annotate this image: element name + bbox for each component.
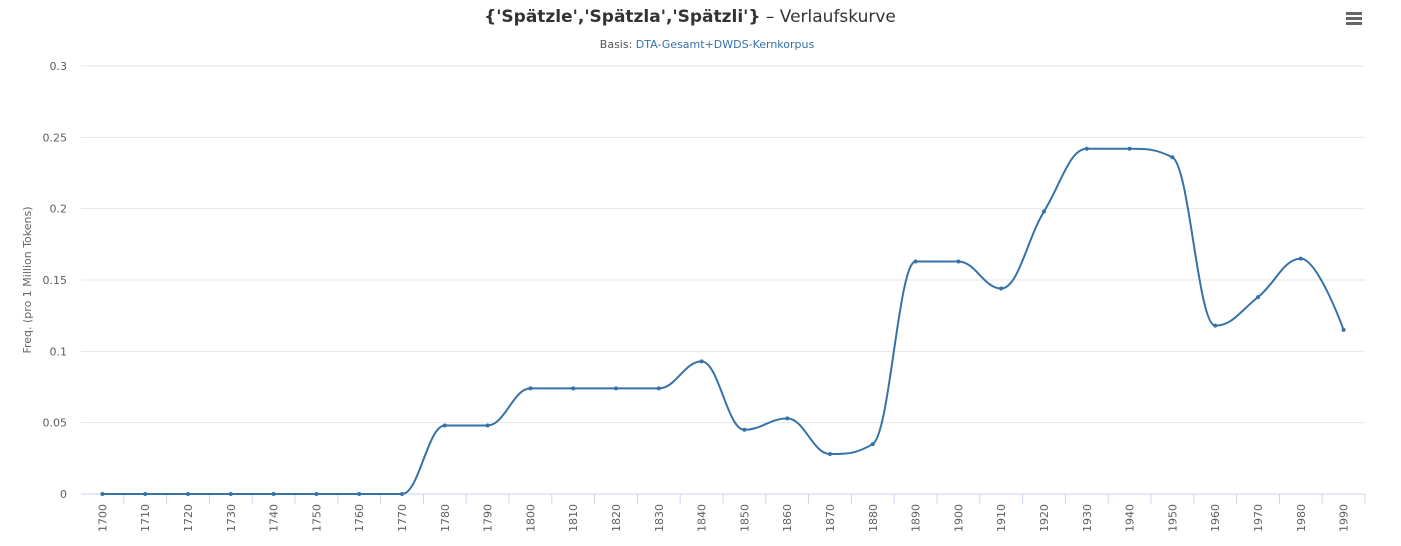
- chart-subtitle: Basis: DTA-Gesamt+DWDS-Kernkorpus: [600, 38, 815, 51]
- data-point[interactable]: [186, 492, 190, 496]
- x-tick-label: 1760: [353, 504, 366, 532]
- x-tick-label: 1980: [1295, 504, 1308, 532]
- data-point[interactable]: [314, 492, 319, 496]
- data-point[interactable]: [1256, 295, 1260, 300]
- data-point[interactable]: [571, 386, 576, 391]
- data-point[interactable]: [742, 427, 747, 432]
- data-point[interactable]: [785, 416, 790, 421]
- x-tick-label: 1940: [1124, 504, 1137, 532]
- y-tick-label: 0: [60, 488, 67, 501]
- data-point[interactable]: [100, 492, 105, 496]
- y-grid: 0 0.05 0.1 0.15 0.2 0.25 0.3: [43, 60, 1365, 501]
- y-tick-label: 0.15: [43, 274, 68, 287]
- x-tick-label: 1920: [1038, 504, 1051, 532]
- x-tick-label: 1710: [139, 504, 152, 532]
- data-point[interactable]: [1170, 155, 1175, 160]
- x-tick-label: 1830: [653, 504, 666, 532]
- x-tick-label: 1990: [1338, 504, 1351, 532]
- data-point[interactable]: [956, 259, 961, 264]
- data-point[interactable]: [1213, 323, 1218, 328]
- y-tick-label: 0.3: [50, 60, 68, 73]
- chart-title-terms: {'Spätzle','Spätzla','Spätzli'}: [484, 7, 760, 27]
- x-tick-label: 1720: [182, 504, 195, 532]
- data-point[interactable]: [228, 492, 233, 496]
- x-tick-label: 1770: [396, 504, 409, 532]
- hamburger-menu-icon[interactable]: [1346, 12, 1362, 25]
- series-points: [100, 146, 1346, 496]
- x-tick-label: 1950: [1166, 504, 1179, 532]
- y-tick-label: 0.25: [43, 131, 68, 144]
- data-point[interactable]: [656, 386, 661, 391]
- data-point[interactable]: [828, 452, 832, 457]
- data-point[interactable]: [1298, 256, 1303, 261]
- x-tick-label: 1820: [610, 504, 623, 532]
- x-tick-label: 1750: [310, 504, 323, 532]
- y-axis-label: Freq. (pro 1 Million Tokens): [21, 206, 34, 353]
- data-point[interactable]: [1042, 209, 1046, 214]
- data-point[interactable]: [528, 386, 533, 391]
- x-tick-label: 1930: [1081, 504, 1094, 532]
- data-point[interactable]: [400, 492, 404, 496]
- subtitle-prefix: Basis:: [600, 38, 636, 51]
- data-point[interactable]: [143, 492, 148, 496]
- x-tick-label: 1970: [1252, 504, 1265, 532]
- data-point[interactable]: [614, 386, 618, 391]
- x-tick-label: 1700: [96, 504, 109, 532]
- y-tick-label: 0.2: [50, 203, 68, 216]
- x-tick-label: 1910: [995, 504, 1008, 532]
- data-point[interactable]: [442, 423, 447, 428]
- x-tick-label: 1790: [482, 504, 495, 532]
- data-point[interactable]: [357, 492, 362, 496]
- data-point[interactable]: [1127, 146, 1132, 151]
- data-point[interactable]: [1084, 146, 1089, 151]
- y-tick-label: 0.1: [50, 345, 68, 358]
- data-point[interactable]: [699, 359, 704, 364]
- x-tick-label: 1880: [867, 504, 880, 532]
- x-tick-label: 1800: [524, 504, 537, 532]
- x-tick-label: 1840: [696, 504, 709, 532]
- x-tick-label: 1850: [738, 504, 751, 532]
- x-tick-label: 1870: [824, 504, 837, 532]
- x-tick-label: 1860: [781, 504, 794, 532]
- x-tick-label: 1740: [268, 504, 281, 532]
- data-point[interactable]: [271, 492, 276, 496]
- chart-title: {'Spätzle','Spätzla','Spätzli'} – Verlau…: [484, 7, 896, 27]
- data-point[interactable]: [485, 423, 490, 428]
- x-tick-label: 1890: [910, 504, 923, 532]
- x-tick-label: 1960: [1209, 504, 1222, 532]
- x-tick-label: 1900: [952, 504, 965, 532]
- series-line: [102, 147, 1345, 495]
- y-tick-label: 0.05: [43, 417, 68, 430]
- data-point[interactable]: [999, 286, 1004, 291]
- corpus-link[interactable]: DTA-Gesamt+DWDS-Kernkorpus: [636, 38, 815, 51]
- chart-title-rest: – Verlaufskurve: [760, 7, 895, 27]
- x-tick-label: 1810: [567, 504, 580, 532]
- x-tick-label: 1730: [225, 504, 238, 532]
- data-point[interactable]: [913, 259, 918, 264]
- data-point[interactable]: [1341, 327, 1346, 332]
- x-axis: 1700 1710 1720 1730 1740 1750 1760 1770 1780 1790…: [96, 494, 1366, 532]
- x-tick-label: 1780: [439, 504, 452, 532]
- data-point[interactable]: [870, 442, 875, 447]
